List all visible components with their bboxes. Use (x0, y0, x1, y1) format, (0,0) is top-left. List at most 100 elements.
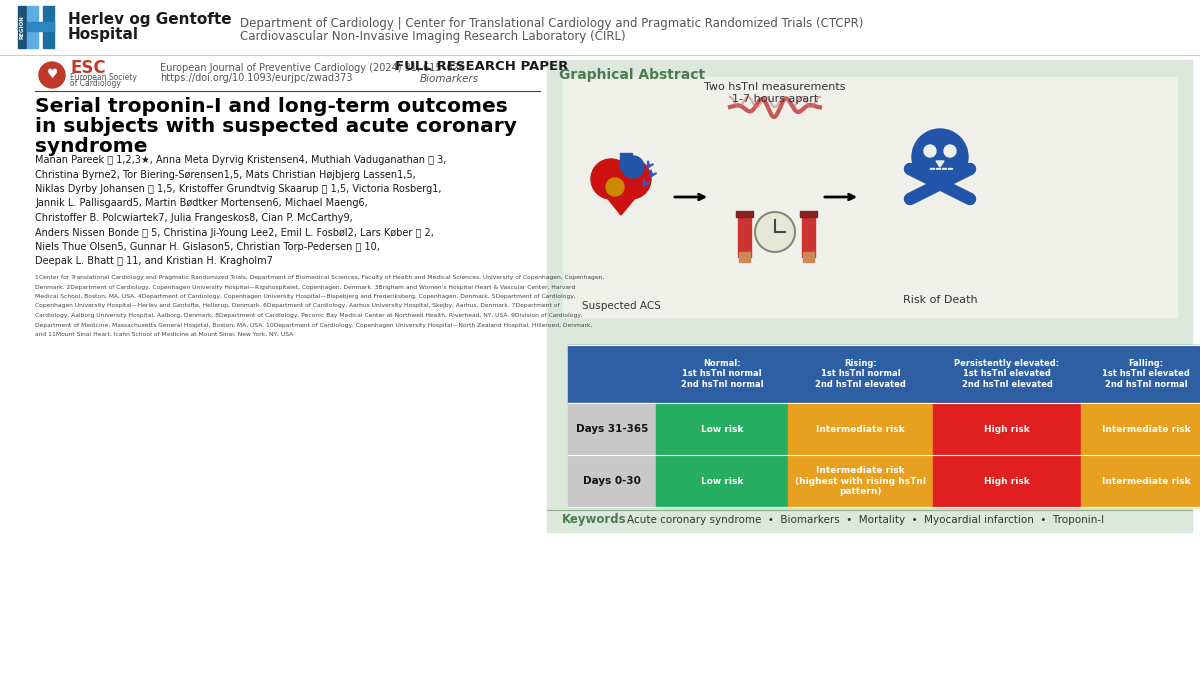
Text: Jannik L. Pallisgaard5, Martin Bødtker Mortensen6, Michael Maeng6,: Jannik L. Pallisgaard5, Martin Bødtker M… (35, 198, 367, 209)
Bar (568, 455, 656, 507)
Bar (1081, 455, 1200, 507)
Bar (656, 455, 788, 507)
Circle shape (592, 159, 631, 199)
Bar (948, 168, 952, 174)
Text: Intermediate risk
(highest with rising hsTnI
pattern): Intermediate risk (highest with rising h… (794, 466, 926, 496)
Circle shape (965, 194, 974, 204)
Bar (802, 215, 815, 257)
Text: European Journal of Preventive Cardiology (2024) 31, 615–626: European Journal of Preventive Cardiolog… (160, 63, 466, 73)
Text: Persistently elevated:
1st hsTnI elevated
2nd hsTnI elevated: Persistently elevated: 1st hsTnI elevate… (954, 359, 1060, 389)
Bar (800, 211, 817, 217)
Text: 1-7 hours apart: 1-7 hours apart (732, 94, 818, 104)
Text: Days 0-30: Days 0-30 (583, 476, 641, 486)
Bar (28, 22, 54, 31)
Circle shape (606, 178, 624, 196)
Text: Denmark. 2Department of Cardiology, Copenhagen University Hospital—Rigshospitale: Denmark. 2Department of Cardiology, Cope… (35, 284, 575, 290)
Text: ESC: ESC (70, 59, 106, 77)
Bar (788, 403, 934, 455)
Text: 1Center for Translational Cardiology and Pragmatic Randomized Trials, Department: 1Center for Translational Cardiology and… (35, 275, 605, 280)
Text: High risk: High risk (984, 477, 1030, 485)
Text: Niels Thue Olsen5, Gunnar H. Gislason5, Christian Torp-Pedersen ⓘ 10,: Niels Thue Olsen5, Gunnar H. Gislason5, … (35, 242, 380, 252)
Text: REGION: REGION (19, 15, 24, 39)
Text: Deepak L. Bhatt ⓘ 11, and Kristian H. Kragholm7: Deepak L. Bhatt ⓘ 11, and Kristian H. Kr… (35, 256, 272, 267)
Circle shape (622, 156, 644, 178)
Text: Department of Cardiology | Center for Translational Cardiology and Pragmatic Ran: Department of Cardiology | Center for Tr… (240, 17, 863, 30)
Bar (656, 345, 788, 403)
Bar (926, 170, 954, 175)
Bar (736, 211, 754, 217)
Bar (942, 168, 946, 174)
Text: ♥: ♥ (47, 68, 58, 82)
Text: Intermediate risk: Intermediate risk (1102, 477, 1190, 485)
Polygon shape (936, 161, 944, 167)
Bar (568, 345, 656, 403)
Bar (547, 60, 1192, 532)
Text: Department of Medicine, Massachusetts General Hospital, Boston, MA, USA. 10Depar: Department of Medicine, Massachusetts Ge… (35, 323, 593, 327)
Text: Herlev og Gentofte: Herlev og Gentofte (68, 12, 232, 27)
Bar (739, 252, 750, 262)
Circle shape (924, 145, 936, 157)
Bar (18, 6, 26, 48)
Text: and 11Mount Sinai Heart, Icahn School of Medicine at Mount Sinai, New York, NY, : and 11Mount Sinai Heart, Icahn School of… (35, 332, 293, 337)
Bar (43, 6, 54, 48)
Text: Risk of Death: Risk of Death (902, 295, 977, 305)
Text: Acute coronary syndrome  •  Biomarkers  •  Mortality  •  Myocardial infarction  : Acute coronary syndrome • Biomarkers • M… (628, 515, 1104, 525)
Text: syndrome: syndrome (35, 137, 148, 156)
Text: Anders Nissen Bonde ⓘ 5, Christina Ji-Young Lee2, Emil L. Fosbøl2, Lars Køber ⓘ : Anders Nissen Bonde ⓘ 5, Christina Ji-Yo… (35, 227, 434, 238)
Bar (1081, 345, 1200, 403)
Circle shape (912, 129, 968, 185)
Text: Manan Pareek ⓘ 1,2,3★, Anna Meta Dyrvig Kristensen4, Muthiah Vaduganathan ⓘ 3,: Manan Pareek ⓘ 1,2,3★, Anna Meta Dyrvig … (35, 155, 446, 165)
Text: Hospital: Hospital (68, 27, 139, 42)
Bar (934, 345, 1081, 403)
Bar (28, 6, 38, 48)
Bar (568, 403, 656, 455)
Circle shape (965, 164, 974, 174)
Text: High risk: High risk (984, 425, 1030, 433)
Polygon shape (592, 179, 650, 215)
Bar (563, 77, 1177, 317)
Text: Cardiology, Aalborg University Hospital, Aalborg, Denmark. 8Department of Cardio: Cardiology, Aalborg University Hospital,… (35, 313, 583, 318)
Text: Christina Byrne2, Tor Biering-Sørensen1,5, Mats Christian Højbjerg Lassen1,5,: Christina Byrne2, Tor Biering-Sørensen1,… (35, 169, 415, 180)
Circle shape (611, 159, 650, 199)
Text: Low risk: Low risk (701, 425, 743, 433)
Circle shape (38, 62, 65, 88)
Bar (788, 455, 934, 507)
Text: Serial troponin-I and long-term outcomes: Serial troponin-I and long-term outcomes (35, 97, 508, 116)
Text: https://doi.org/10.1093/eurjpc/zwad373: https://doi.org/10.1093/eurjpc/zwad373 (160, 73, 353, 83)
Text: Biomarkers: Biomarkers (420, 74, 479, 84)
Text: Niklas Dyrby Johansen ⓘ 1,5, Kristoffer Grundtvig Skaarup ⓘ 1,5, Victoria Rosber: Niklas Dyrby Johansen ⓘ 1,5, Kristoffer … (35, 184, 442, 194)
Bar (547, 510, 1192, 532)
Text: Rising:
1st hsTnI normal
2nd hsTnI elevated: Rising: 1st hsTnI normal 2nd hsTnI eleva… (815, 359, 906, 389)
Bar (788, 345, 934, 403)
Bar (934, 455, 1081, 507)
Circle shape (944, 145, 956, 157)
Text: Medical School, Boston, MA, USA. 4Department of Cardiology, Copenhagen Universit: Medical School, Boston, MA, USA. 4Depart… (35, 294, 576, 299)
Bar (803, 252, 814, 262)
Bar (738, 215, 751, 257)
Text: Intermediate risk: Intermediate risk (816, 425, 905, 433)
Bar (936, 168, 940, 174)
Bar (620, 153, 632, 169)
Text: Suspected ACS: Suspected ACS (582, 301, 660, 311)
Text: European Society: European Society (70, 72, 137, 82)
Text: Christoffer B. Polcwiartek7, Julia Frangeskos8, Cian P. McCarthy9,: Christoffer B. Polcwiartek7, Julia Frang… (35, 213, 353, 223)
Circle shape (755, 212, 796, 252)
Bar (1081, 403, 1200, 455)
Text: Normal:
1st hsTnI normal
2nd hsTnI normal: Normal: 1st hsTnI normal 2nd hsTnI norma… (680, 359, 763, 389)
Text: in subjects with suspected acute coronary: in subjects with suspected acute coronar… (35, 117, 517, 136)
Text: Graphical Abstract: Graphical Abstract (559, 68, 706, 82)
Bar (656, 403, 788, 455)
Bar (930, 168, 934, 174)
Text: Falling:
1st hsTnI elevated
2nd hsTnI normal: Falling: 1st hsTnI elevated 2nd hsTnI no… (1102, 359, 1190, 389)
Text: Intermediate risk: Intermediate risk (1102, 425, 1190, 433)
Text: of Cardiology: of Cardiology (70, 80, 121, 88)
Circle shape (905, 164, 916, 174)
Circle shape (905, 194, 916, 204)
Text: Cardiovascular Non-Invasive Imaging Research Laboratory (CIRL): Cardiovascular Non-Invasive Imaging Rese… (240, 30, 625, 43)
Bar (0, 0, 1200, 55)
Text: Low risk: Low risk (701, 477, 743, 485)
Text: Two hsTnI measurements: Two hsTnI measurements (704, 82, 846, 92)
Bar (934, 403, 1081, 455)
Text: Copenhagen University Hospital—Herlev and Gentofte, Hellerup, Denmark. 6Departme: Copenhagen University Hospital—Herlev an… (35, 304, 559, 308)
Text: Keywords: Keywords (562, 514, 626, 526)
